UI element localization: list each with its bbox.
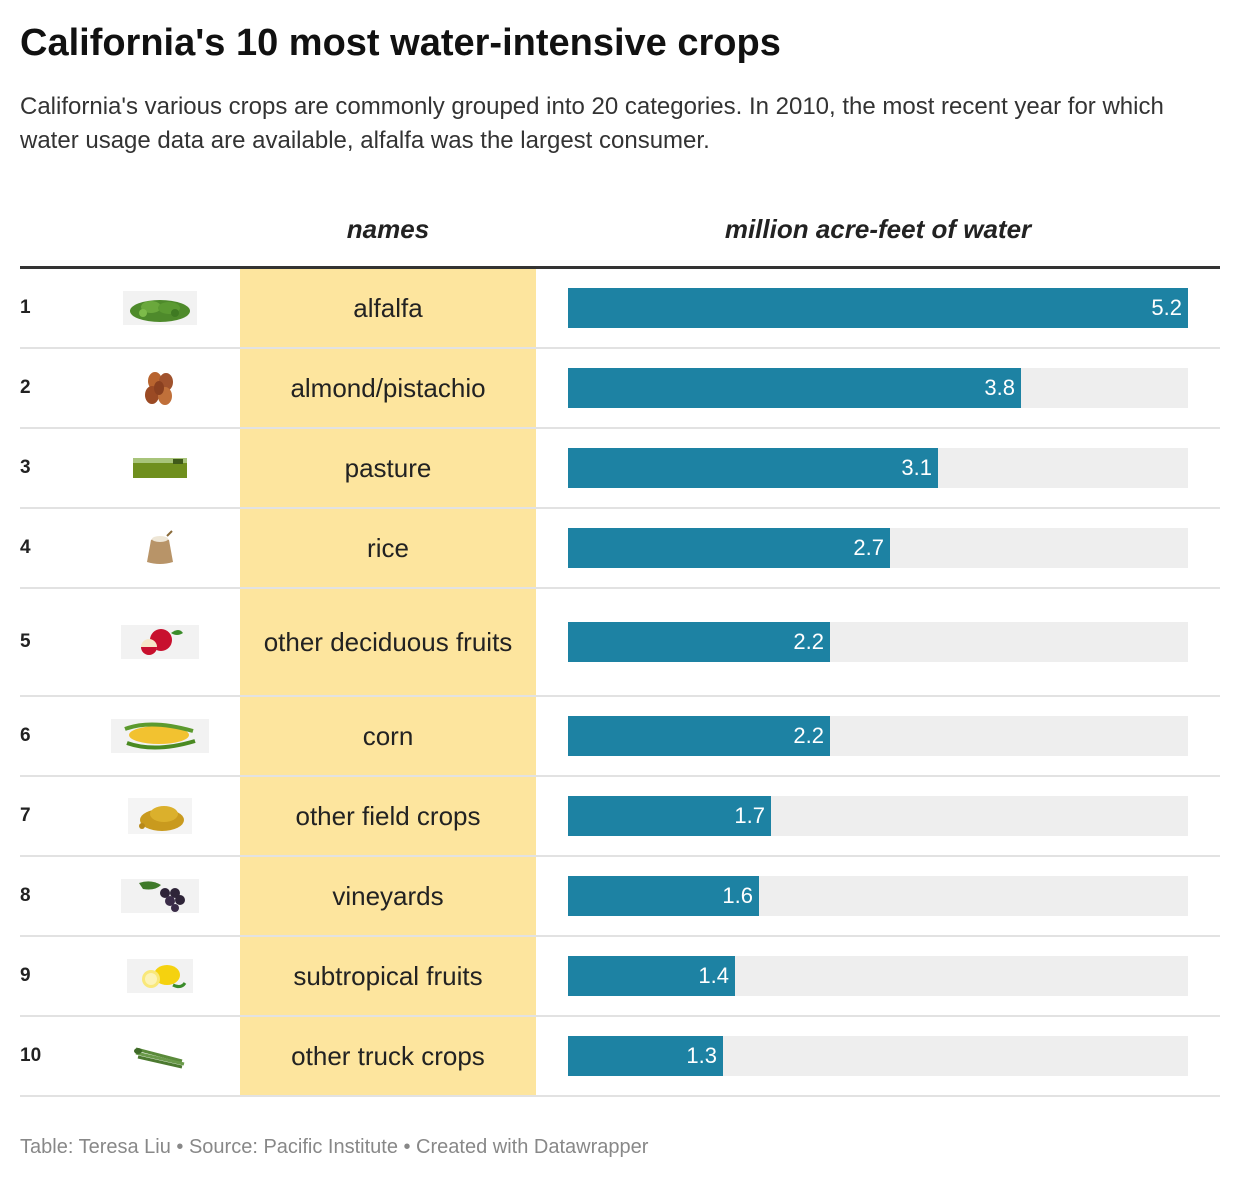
- table-row: 10 other truck crops 1.3: [20, 1017, 1220, 1097]
- rank-number: 10: [20, 1045, 42, 1066]
- crop-name-label: rice: [367, 533, 409, 563]
- crop-name: other field crops: [240, 777, 536, 855]
- table-row: 8 vineyards 1.6: [20, 857, 1220, 937]
- crop-name: corn: [240, 697, 536, 775]
- apple-icon: [100, 589, 220, 695]
- crop-name: subtropical fruits: [240, 937, 536, 1015]
- corn-icon: [100, 697, 220, 775]
- chart-footer: Table: Teresa Liu • Source: Pacific Inst…: [20, 1136, 649, 1158]
- crop-name-label: subtropical fruits: [293, 961, 483, 991]
- table-row: 7 other field crops 1.7: [20, 777, 1220, 857]
- rank-number: 6: [20, 725, 31, 746]
- rice-sack-icon: [100, 509, 220, 587]
- rank-number: 4: [20, 537, 31, 558]
- crop-name-label: other field crops: [295, 801, 481, 831]
- rank-number: 9: [20, 965, 31, 986]
- bar: [568, 448, 938, 488]
- bar-value-label: 1.3: [686, 1043, 717, 1068]
- alfalfa-icon: [100, 269, 220, 347]
- bar-track: 2.7: [568, 528, 1188, 568]
- bar-track: 1.3: [568, 1036, 1188, 1076]
- bar-track: 1.7: [568, 796, 1188, 836]
- grapes-icon: [100, 857, 220, 935]
- bar: [568, 288, 1188, 328]
- table-row: 9 subtropical fruits 1.4: [20, 937, 1220, 1017]
- crops-table: names million acre-feet of water 1 alfalf…: [20, 204, 1220, 1097]
- bar: [568, 876, 759, 916]
- asparagus-icon: [100, 1017, 220, 1095]
- bar-value-label: 3.1: [901, 455, 932, 480]
- rank-number: 3: [20, 457, 31, 478]
- bar-value-label: 3.8: [984, 375, 1015, 400]
- bar: [568, 622, 830, 662]
- bar-value-label: 2.7: [853, 535, 884, 560]
- table-body: 1 alfalfa 5.2 2 almond/pistachio 3.8 3 pasture 3…: [20, 269, 1220, 1097]
- crop-name: other truck crops: [240, 1017, 536, 1095]
- bar-track: 2.2: [568, 622, 1188, 662]
- table-row: 3 pasture 3.1: [20, 429, 1220, 509]
- almond-icon: [100, 349, 220, 427]
- crop-name-label: pasture: [344, 453, 432, 483]
- crop-name: alfalfa: [240, 269, 536, 347]
- bar: [568, 368, 1021, 408]
- bar-value-label: 1.6: [722, 883, 753, 908]
- table-row: 2 almond/pistachio 3.8: [20, 349, 1220, 429]
- crop-name: other deciduous fruits: [240, 589, 536, 695]
- crop-name: vineyards: [240, 857, 536, 935]
- bar: [568, 528, 890, 568]
- crop-name: almond/pistachio: [240, 349, 536, 427]
- bar-track: 2.2: [568, 716, 1188, 756]
- bar-value-label: 1.7: [734, 803, 765, 828]
- rank-number: 1: [20, 297, 31, 318]
- bar-track: 5.2: [568, 288, 1188, 328]
- crop-name: rice: [240, 509, 536, 587]
- lemon-icon: [100, 937, 220, 1015]
- bar-value-label: 1.4: [698, 963, 729, 988]
- bar: [568, 716, 830, 756]
- bar: [568, 1036, 723, 1076]
- chart-subtitle: California's various crops are commonly …: [20, 93, 1164, 154]
- table-row: 4 rice 2.7: [20, 509, 1220, 589]
- table-row: 1 alfalfa 5.2: [20, 269, 1220, 349]
- bar-value-label: 2.2: [793, 723, 824, 748]
- crop-name-label: vineyards: [332, 881, 444, 911]
- pasture-icon: [100, 429, 220, 507]
- grain-icon: [100, 777, 220, 855]
- chart-title: California's 10 most water-intensive cro…: [20, 22, 781, 64]
- crop-name-label: corn: [362, 721, 414, 751]
- rank-number: 7: [20, 805, 31, 826]
- bar-track: 3.8: [568, 368, 1188, 408]
- table-header: names million acre-feet of water: [20, 204, 1220, 269]
- crop-name-label: other truck crops: [291, 1041, 485, 1071]
- crop-name-label: other deciduous fruits: [263, 627, 513, 657]
- rank-number: 5: [20, 631, 31, 652]
- crop-name: pasture: [240, 429, 536, 507]
- rank-number: 2: [20, 377, 31, 398]
- bar-value-label: 2.2: [793, 629, 824, 654]
- bar: [568, 956, 735, 996]
- table-row: 5 other deciduous fruits 2.2: [20, 589, 1220, 697]
- crop-name-label: alfalfa: [353, 293, 423, 323]
- crop-name-label: almond/pistachio: [290, 373, 486, 403]
- bar-track: 1.6: [568, 876, 1188, 916]
- rank-number: 8: [20, 885, 31, 906]
- bar-track: 1.4: [568, 956, 1188, 996]
- table-row: 6 corn 2.2: [20, 697, 1220, 777]
- column-header-names: names: [346, 214, 430, 244]
- column-header-water: million acre-feet of water: [724, 214, 1032, 244]
- bar-track: 3.1: [568, 448, 1188, 488]
- bar-value-label: 5.2: [1151, 295, 1182, 320]
- bar: [568, 796, 771, 836]
